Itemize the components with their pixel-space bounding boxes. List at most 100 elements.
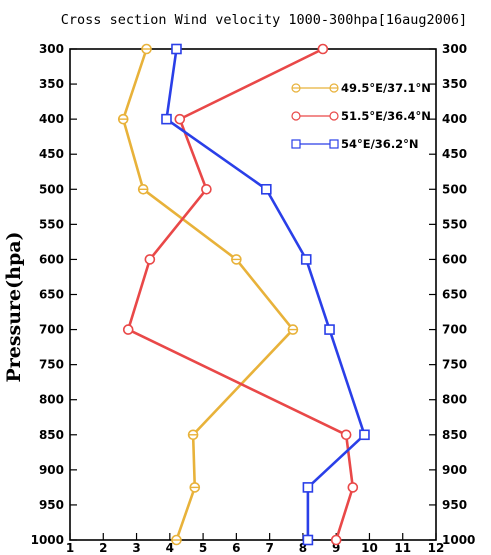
y-tick-label-left: 550 bbox=[39, 217, 64, 231]
x-tick-label: 10 bbox=[361, 541, 378, 555]
circle-marker bbox=[174, 113, 186, 125]
square-marker bbox=[300, 254, 312, 265]
y-tick-label-left: 600 bbox=[39, 252, 64, 266]
x-tick-label: 3 bbox=[132, 541, 140, 555]
circle-marker bbox=[144, 254, 156, 265]
y-tick-label-right: 950 bbox=[442, 498, 467, 512]
x-tick-label: 6 bbox=[232, 541, 240, 555]
series-line bbox=[121, 48, 295, 541]
y-tick-label-right: 350 bbox=[442, 77, 467, 91]
series-layer bbox=[117, 43, 370, 546]
legend-marker bbox=[329, 139, 339, 149]
circle-marker bbox=[347, 482, 359, 493]
data-point bbox=[144, 254, 156, 265]
data-point bbox=[300, 254, 312, 265]
data-point bbox=[187, 429, 199, 441]
x-tick-label: 1 bbox=[66, 541, 74, 555]
y-tick-label-right: 400 bbox=[442, 112, 467, 126]
circle-marker bbox=[317, 43, 329, 55]
y-tick-label-left: 750 bbox=[39, 358, 64, 372]
x-tick-label: 7 bbox=[265, 541, 273, 555]
y-tick-label-right: 1000 bbox=[442, 533, 475, 547]
y-tick-label-right: 900 bbox=[442, 463, 467, 477]
legend-item: 54°E/36.2°N bbox=[291, 137, 419, 151]
series-line bbox=[165, 48, 366, 540]
data-point bbox=[261, 183, 272, 195]
data-point bbox=[161, 113, 172, 125]
data-point bbox=[340, 429, 352, 441]
square-marker bbox=[171, 43, 182, 55]
data-point bbox=[201, 183, 212, 195]
y-tick-label-right: 850 bbox=[442, 428, 467, 442]
chart-title: Cross section Wind velocity 1000-300hpa[… bbox=[61, 12, 467, 28]
data-point bbox=[171, 43, 182, 55]
legend-marker bbox=[329, 111, 339, 121]
y-tick-label-left: 850 bbox=[39, 428, 64, 442]
y-tick-label-left: 500 bbox=[39, 182, 64, 196]
x-tick-label: 5 bbox=[199, 541, 207, 555]
y-tick-label-left: 700 bbox=[39, 323, 64, 337]
y-tick-label-left: 800 bbox=[39, 393, 64, 407]
y-tick-label-right: 750 bbox=[442, 358, 467, 372]
square-marker bbox=[161, 113, 172, 125]
data-point bbox=[359, 429, 370, 441]
data-point bbox=[302, 534, 314, 546]
y-tick-label-right: 450 bbox=[442, 147, 467, 161]
series-49.5°E/37.1°N bbox=[117, 43, 299, 546]
legend-item: 49.5°E/37.1°N bbox=[291, 81, 431, 95]
circle-marker bbox=[201, 183, 212, 195]
series-51.5°E/36.4°N bbox=[122, 43, 359, 546]
y-tick-label-left: 300 bbox=[39, 42, 64, 56]
square-marker bbox=[359, 429, 370, 441]
legend-item: 51.5°E/36.4°N bbox=[291, 109, 431, 123]
square-marker bbox=[302, 534, 314, 546]
y-tick-label-right: 650 bbox=[442, 288, 467, 302]
square-marker bbox=[324, 324, 335, 335]
legend-label: 51.5°E/36.4°N bbox=[341, 109, 431, 123]
y-tick-label-right: 550 bbox=[442, 217, 467, 231]
data-point bbox=[231, 254, 242, 265]
x-tick-label: 2 bbox=[99, 541, 107, 555]
data-point bbox=[189, 482, 201, 493]
circle-marker bbox=[340, 429, 352, 441]
legend-marker bbox=[291, 111, 301, 121]
data-point bbox=[171, 534, 182, 546]
x-tick-label: 11 bbox=[394, 541, 411, 555]
legend-label: 49.5°E/37.1°N bbox=[341, 81, 431, 95]
x-tick-label: 12 bbox=[428, 541, 445, 555]
data-point bbox=[324, 324, 335, 335]
data-point bbox=[302, 482, 314, 493]
legend: 49.5°E/37.1°N 51.5°E/36.4°N 54°E/36.2°N bbox=[291, 81, 431, 151]
y-tick-label-left: 1000 bbox=[31, 533, 64, 547]
y-tick-label-left: 950 bbox=[39, 498, 64, 512]
x-tick-label: 8 bbox=[299, 541, 307, 555]
data-point bbox=[117, 113, 129, 125]
x-tick-label: 9 bbox=[332, 541, 340, 555]
x-tick-label: 4 bbox=[166, 541, 174, 555]
legend-marker bbox=[291, 139, 301, 149]
data-point bbox=[141, 43, 152, 55]
y-tick-label-right: 700 bbox=[442, 323, 467, 337]
data-point bbox=[347, 482, 359, 493]
axis-ticks: 300 300 350 350 400 400 450 450 500 500 550 550 600 6… bbox=[31, 42, 476, 555]
y-tick-label-right: 800 bbox=[442, 393, 467, 407]
y-tick-label-right: 300 bbox=[442, 42, 467, 56]
data-point bbox=[174, 113, 186, 125]
circle-marker bbox=[122, 324, 134, 335]
y-axis-label: Pressure(hpa) bbox=[3, 231, 25, 382]
circle-marker bbox=[330, 534, 342, 546]
data-point bbox=[330, 534, 342, 546]
data-point bbox=[137, 183, 149, 195]
legend-label: 54°E/36.2°N bbox=[341, 137, 419, 151]
y-tick-label-left: 350 bbox=[39, 77, 64, 91]
y-tick-label-left: 650 bbox=[39, 288, 64, 302]
y-tick-label-right: 500 bbox=[442, 182, 467, 196]
data-point bbox=[287, 324, 299, 335]
series-54°E/36.2°N bbox=[161, 43, 370, 546]
y-tick-label-right: 600 bbox=[442, 252, 467, 266]
data-point bbox=[317, 43, 329, 55]
square-marker bbox=[261, 183, 272, 195]
data-point bbox=[122, 324, 134, 335]
y-tick-label-left: 900 bbox=[39, 463, 64, 477]
